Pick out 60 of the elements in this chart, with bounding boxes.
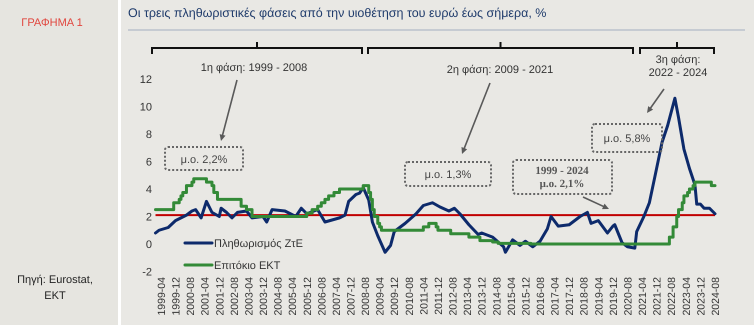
x-tick-label: 2003-12 bbox=[258, 276, 270, 316]
x-tick-label: 2014-08 bbox=[491, 276, 504, 316]
x-tick-label: 2000-08 bbox=[185, 276, 198, 316]
legend-label: Πληθωρισμός ΖτΕ bbox=[214, 238, 303, 250]
x-tick-label: 2016-08 bbox=[535, 276, 548, 316]
x-tick-label: 2023-12 bbox=[695, 276, 708, 316]
annotation: μ.ο. 2,2% bbox=[180, 154, 228, 166]
annotation: μ.ο. 5,8% bbox=[604, 133, 651, 145]
x-tick-label: 2018-08 bbox=[578, 276, 591, 316]
y-tick-label: 8 bbox=[146, 129, 152, 141]
text: Πηγή: Eurostat, ΕΚΤ bbox=[17, 274, 93, 302]
y-tick-label: 6 bbox=[146, 156, 152, 168]
x-tick-label: 2010-08 bbox=[404, 276, 416, 316]
x-tick-label: 2017-12 bbox=[564, 276, 576, 316]
x-tick-label: 2009-12 bbox=[389, 276, 402, 316]
x-tick-label: 2021-04 bbox=[637, 276, 650, 316]
line-series bbox=[154, 96, 716, 254]
text: 1η φάση: 1999 - 2008 bbox=[200, 62, 308, 74]
y-tick-label: 4 bbox=[146, 184, 152, 196]
x-tick-label: 2009-04 bbox=[374, 276, 387, 316]
x-tick-label: 2011-04 bbox=[418, 276, 430, 315]
x-tick-label: 2005-04 bbox=[287, 276, 300, 316]
x-tick-label: 2019-12 bbox=[608, 276, 620, 316]
legend-label: Επιτόκιο ΕΚΤ bbox=[214, 260, 281, 272]
x-tick-label: 1999-04 bbox=[156, 276, 168, 316]
x-tick-label: 2007-12 bbox=[345, 276, 358, 316]
text: 2η φάση: 2009 - 2021 bbox=[446, 64, 554, 76]
x-tick-label: 1999-12 bbox=[170, 276, 182, 316]
y-tick-label: 12 bbox=[140, 74, 152, 86]
x-tick-label: 2022-08 bbox=[666, 276, 678, 316]
x-tick-label: 2002-08 bbox=[228, 276, 241, 316]
x-tick-label: 2015-04 bbox=[506, 276, 518, 316]
x-tick-label: 2015-12 bbox=[520, 276, 532, 316]
y-tick-label: 10 bbox=[140, 102, 152, 114]
y-tick-label: -2 bbox=[142, 266, 152, 278]
chart-title: Οι τρεις πληθωριστικές φάσεις από την υιοθέτηση του ευρώ έως σήμερα, % bbox=[128, 6, 546, 20]
x-tick-label: 2007-04 bbox=[330, 276, 343, 316]
x-tick-label: 2024-08 bbox=[710, 276, 722, 316]
x-tick-label: 2006-08 bbox=[316, 276, 328, 316]
text: 3η φάση: 2022 - 2024 bbox=[648, 54, 708, 79]
x-tick-label: 2013-12 bbox=[476, 276, 489, 316]
y-tick-label: 2 bbox=[146, 212, 152, 224]
x-tick-label: 2013-04 bbox=[462, 276, 474, 316]
x-tick-label: 2023-04 bbox=[680, 276, 693, 316]
x-tick-label: 2019-04 bbox=[593, 276, 606, 316]
x-tick-label: 2001-12 bbox=[214, 276, 226, 316]
x-tick-label: 2020-08 bbox=[622, 276, 635, 316]
x-tick-label: 2011-12 bbox=[432, 276, 445, 315]
annotation: μ.ο. 1,3% bbox=[424, 169, 472, 181]
annotation: 1999 - 2024 μ.ο. 2,1% bbox=[535, 165, 590, 190]
x-tick-label: 2003-04 bbox=[243, 276, 256, 316]
x-tick-label: 2012-08 bbox=[448, 276, 460, 316]
x-tick-label: 2004-08 bbox=[272, 276, 285, 316]
x-tick-label: 2001-04 bbox=[200, 276, 212, 316]
text: ΓΡΑΦΗΜΑ 1 bbox=[21, 17, 83, 29]
x-tick-label: 2021-12 bbox=[652, 276, 664, 316]
y-tick-label: 0 bbox=[146, 239, 152, 251]
x-tick-label: 2008-08 bbox=[360, 276, 372, 316]
x-tick-label: 2017-04 bbox=[550, 276, 562, 316]
x-tick-label: 2005-12 bbox=[302, 276, 314, 316]
